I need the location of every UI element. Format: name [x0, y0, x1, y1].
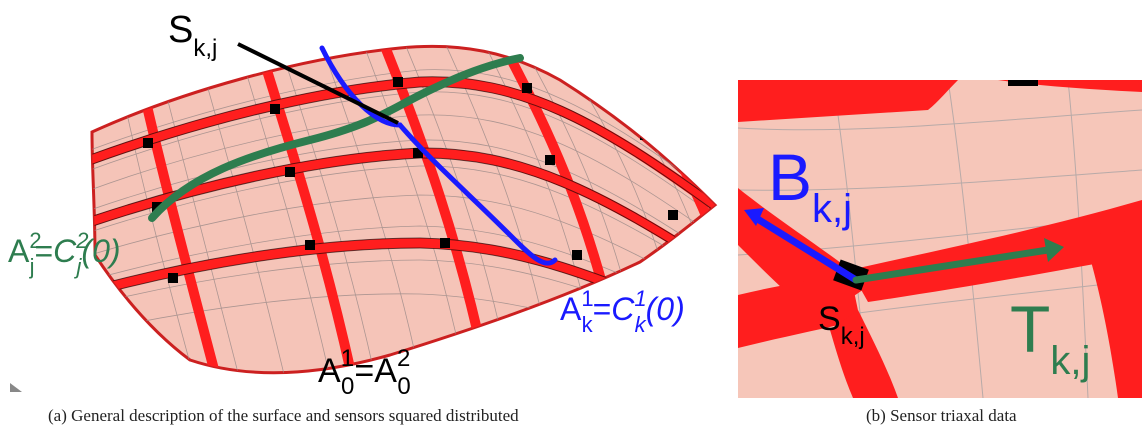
figure-b-sensor-detail: Bk,j Tk,j Sk,j [738, 80, 1142, 398]
sensor-detail-plot: Bk,j Tk,j Sk,j [738, 80, 1142, 398]
t-vector-label: Tk,j [1010, 292, 1090, 383]
origin-label: A1 0=A2 0 [318, 345, 411, 400]
corner-mark [10, 383, 22, 392]
caption-a: (a) General description of the surface a… [48, 406, 519, 425]
t-vector-head [1044, 238, 1064, 262]
sensor-pointer-line [237, 42, 399, 125]
green-curve-label: A2 j=C2 j(0) [8, 228, 121, 279]
detail-bands [738, 80, 1142, 398]
green-curve [148, 54, 524, 222]
surface-patch [90, 44, 718, 375]
blue-curve-label: A1 k=C1 k(0) [560, 286, 685, 337]
b-vector [752, 214, 860, 284]
t-vector [852, 246, 1052, 284]
b-vector-head [744, 208, 764, 226]
caption-b: (b) Sensor triaxal data [866, 406, 1017, 425]
figure-a-surface: Sk,j A2 j=C2 j(0) A1 k=C1 k(0) A1 0=A2 0 [8, 9, 718, 400]
sensor-label: Sk,j [168, 9, 217, 62]
sensor-detail-label: Sk,j [818, 300, 865, 350]
surface-plot: Sk,j A2 j=C2 j(0) A1 k=C1 k(0) A1 0=A2 0 [8, 9, 718, 400]
b-vector-label: Bk,j [768, 140, 852, 231]
